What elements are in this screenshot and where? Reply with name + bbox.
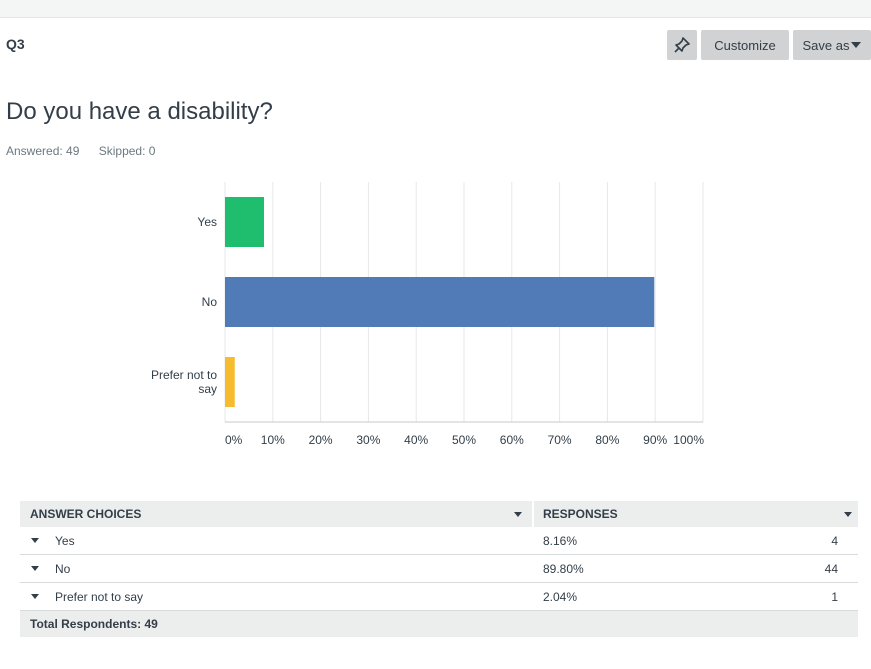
bar-chart: Yes No Prefer not to say 0% 10% 20% 30% 40% 50% 6… <box>151 182 704 447</box>
save-as-button[interactable]: Save as <box>793 30 871 60</box>
answer-label: Prefer not to say <box>55 589 144 604</box>
responses-header[interactable]: RESPONSES <box>534 501 858 527</box>
save-as-label: Save as <box>802 37 850 53</box>
chart-tick-labels: 0% 10% 20% 30% 40% 50% 60% 70% 80% 90% 100% <box>225 433 704 447</box>
x-tick-label: 80% <box>595 433 619 447</box>
total-respondents: Total Respondents: 49 <box>20 611 858 637</box>
answer-label: Yes <box>55 533 75 548</box>
customize-button[interactable]: Customize <box>701 30 789 60</box>
pin-button[interactable] <box>667 30 697 60</box>
answer-choices-header-label: ANSWER CHOICES <box>30 507 142 521</box>
x-tick-label: 30% <box>356 433 380 447</box>
x-tick-label: 40% <box>404 433 428 447</box>
x-tick-label: 20% <box>309 433 333 447</box>
answer-choices-header[interactable]: ANSWER CHOICES <box>20 501 532 527</box>
x-tick-label: 60% <box>500 433 524 447</box>
category-label: No <box>202 295 218 309</box>
pin-icon <box>674 37 690 53</box>
top-strip <box>0 0 871 18</box>
x-tick-label: 0% <box>225 433 243 447</box>
bar[interactable] <box>225 197 265 247</box>
table-header: ANSWER CHOICES RESPONSES <box>20 501 858 527</box>
response-stats: Answered: 49 Skipped: 0 <box>6 144 155 158</box>
bar[interactable] <box>225 357 235 407</box>
answered-count: Answered: 49 <box>6 144 80 158</box>
x-tick-label: 70% <box>548 433 572 447</box>
x-tick-label: 90% <box>643 433 667 447</box>
responses-header-label: RESPONSES <box>543 507 618 521</box>
category-label: Yes <box>197 215 217 229</box>
x-tick-label: 50% <box>452 433 476 447</box>
table-row: Yes 8.16% 4 <box>20 527 858 555</box>
category-label: Prefer not to say <box>151 368 217 396</box>
expand-caret-icon[interactable] <box>31 566 39 571</box>
expand-caret-icon[interactable] <box>31 594 39 599</box>
expand-caret-icon[interactable] <box>31 538 39 543</box>
caret-down-icon <box>851 42 862 48</box>
responses-table: ANSWER CHOICES RESPONSES Yes 8.16% 4 No … <box>20 501 858 637</box>
response-percent: 2.04% <box>543 589 578 604</box>
question-title: Do you have a disability? <box>6 98 273 125</box>
x-tick-label: 10% <box>261 433 285 447</box>
question-number: Q3 <box>6 36 25 52</box>
response-count: 1 <box>831 589 838 604</box>
response-count: 44 <box>824 561 838 576</box>
table-row: Prefer not to say 2.04% 1 <box>20 583 858 611</box>
table-row: No 89.80% 44 <box>20 555 858 583</box>
sort-caret-icon[interactable] <box>844 511 852 517</box>
response-count: 4 <box>831 533 838 548</box>
response-percent: 8.16% <box>543 533 578 548</box>
answer-label: No <box>55 561 71 576</box>
chart-category-labels: Yes No Prefer not to say <box>151 215 217 396</box>
x-tick-label: 100% <box>673 433 704 447</box>
bar[interactable] <box>225 277 655 327</box>
chart-bars <box>225 197 655 407</box>
sort-caret-icon[interactable] <box>514 511 522 517</box>
skipped-count: Skipped: 0 <box>98 144 156 158</box>
response-percent: 89.80% <box>543 561 584 576</box>
